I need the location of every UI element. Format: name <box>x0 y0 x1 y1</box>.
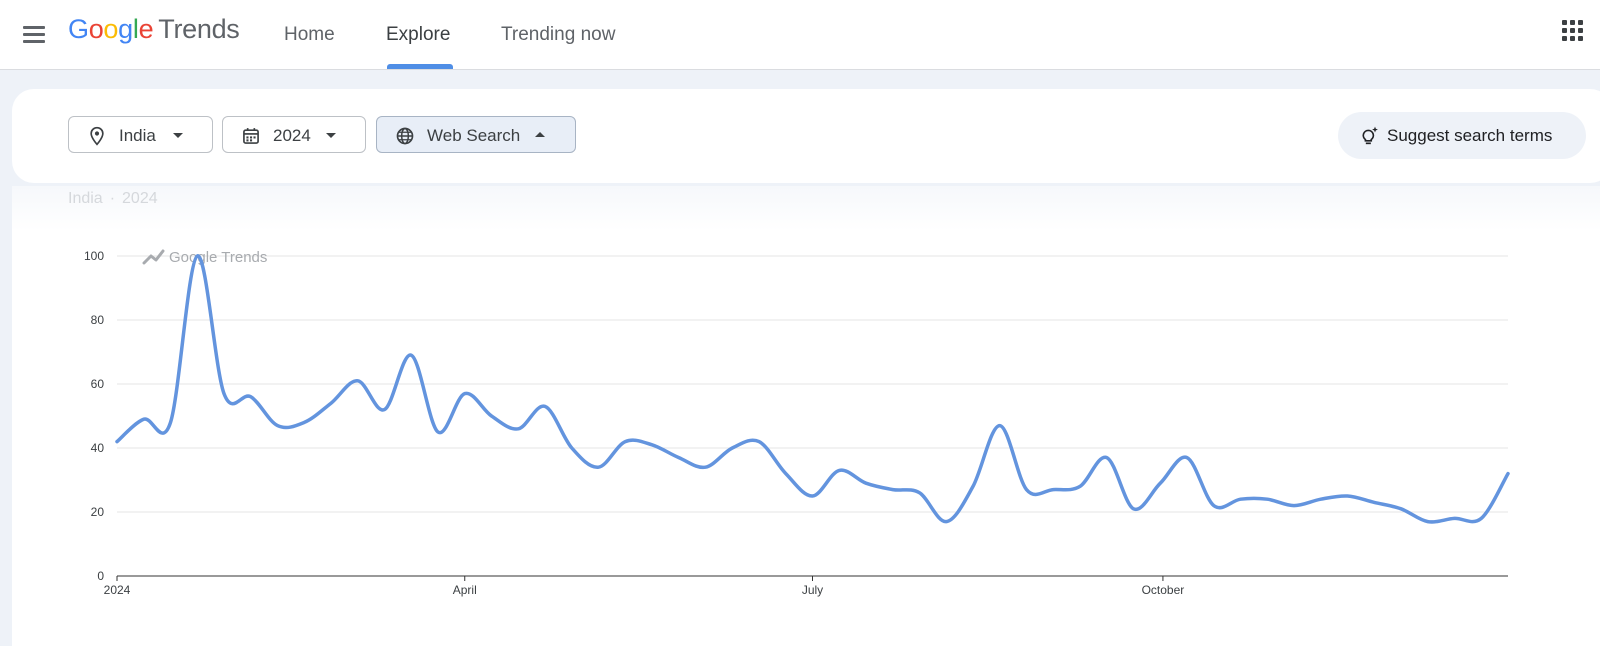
y-tick-label: 80 <box>91 313 105 327</box>
time-range-value: 2024 <box>273 126 311 145</box>
y-tick-label: 60 <box>91 377 105 391</box>
top-app-bar: Google Trends Home Explore Trending now <box>0 0 1600 70</box>
interest-over-time-chart[interactable]: Google Trends 0 20 40 60 80 100 2024 April July… <box>0 0 1600 625</box>
y-tick-label: 40 <box>91 441 105 455</box>
x-tick-label: 2024 <box>104 583 131 597</box>
logo-letter: o <box>88 14 104 44</box>
x-axis: 2024 April July October <box>104 575 1508 597</box>
location-pin-icon <box>90 126 104 146</box>
nav-trending-now[interactable]: Trending now <box>501 23 616 45</box>
logo-product-name: Trends <box>158 14 240 44</box>
subtitle-location: India <box>68 190 103 207</box>
search-property-value: Web Search <box>427 126 521 145</box>
interest-line[interactable] <box>115 254 1510 524</box>
suggest-search-terms-button[interactable]: Suggest search terms <box>1338 112 1586 159</box>
suggest-search-terms-label: Suggest search terms <box>1387 126 1553 145</box>
chart-gridlines <box>117 255 1508 513</box>
chevron-up-icon <box>535 132 545 137</box>
chevron-down-icon <box>173 133 183 138</box>
nav-explore[interactable]: Explore <box>386 23 451 45</box>
location-value: India <box>119 126 156 145</box>
search-property-dropdown[interactable]: Web Search <box>376 116 576 153</box>
nav-home[interactable]: Home <box>284 23 335 45</box>
time-range-dropdown[interactable]: 2024 <box>222 116 366 153</box>
subtitle-separator: · <box>109 190 116 207</box>
y-axis-labels: 0 20 40 60 80 100 <box>84 249 104 583</box>
y-tick-label: 0 <box>97 569 104 583</box>
chart-series <box>115 254 1510 524</box>
logo-letter: l <box>132 14 139 44</box>
filter-bar: India 2024 Web Search Sugge <box>12 89 1600 183</box>
google-wordmark: Google <box>68 14 154 44</box>
chart-watermark-text: Google Trends <box>169 249 267 266</box>
y-tick-label: 20 <box>91 505 105 519</box>
chart-subtitle: India · 2024 <box>68 190 158 208</box>
hamburger-menu-icon[interactable] <box>18 18 50 50</box>
logo-letter: o <box>103 14 119 44</box>
x-tick-label: October <box>1142 583 1185 597</box>
y-tick-label: 100 <box>84 249 104 263</box>
subtitle-period: 2024 <box>122 190 158 207</box>
chart-watermark: Google Trends <box>142 249 267 266</box>
x-tick-label: April <box>453 583 477 597</box>
logo-letter: G <box>68 14 89 44</box>
lightbulb-sparkle-icon <box>1362 126 1378 145</box>
apps-grid-icon[interactable] <box>1562 20 1586 44</box>
logo-letter: e <box>138 14 154 44</box>
chart-card <box>12 186 1600 646</box>
calendar-icon <box>243 128 259 144</box>
logo-letter: g <box>118 14 133 44</box>
x-tick-label: July <box>802 583 823 597</box>
google-trends-logo[interactable]: Google Trends <box>68 14 240 45</box>
active-tab-indicator <box>387 64 453 69</box>
globe-icon <box>396 127 414 145</box>
trend-arrow-icon <box>142 249 165 265</box>
location-dropdown[interactable]: India <box>68 116 213 153</box>
chevron-down-icon <box>326 133 336 138</box>
